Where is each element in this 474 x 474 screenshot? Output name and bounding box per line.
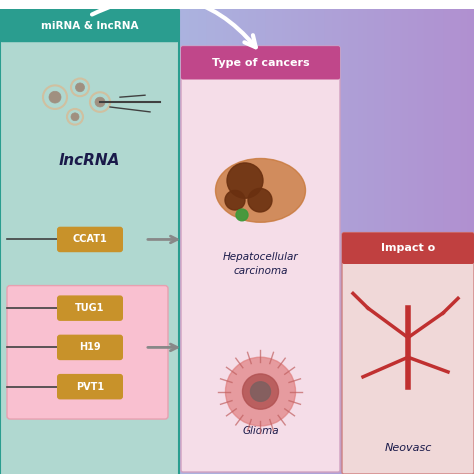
Text: H19: H19 — [79, 342, 101, 352]
Text: Neovasc: Neovasc — [384, 444, 432, 454]
Text: lncRNA: lncRNA — [59, 154, 120, 168]
Circle shape — [236, 209, 248, 221]
FancyBboxPatch shape — [7, 285, 168, 419]
FancyBboxPatch shape — [342, 233, 474, 474]
Text: CCAT1: CCAT1 — [73, 235, 108, 245]
Text: miRNA & lncRNA: miRNA & lncRNA — [41, 20, 138, 30]
FancyBboxPatch shape — [57, 295, 123, 321]
Text: Hepatocellular
carcinoma: Hepatocellular carcinoma — [223, 252, 298, 275]
FancyBboxPatch shape — [57, 335, 123, 360]
Text: Glioma: Glioma — [242, 426, 279, 436]
Text: Type of cancers: Type of cancers — [212, 58, 310, 68]
FancyBboxPatch shape — [342, 233, 474, 264]
FancyBboxPatch shape — [0, 9, 179, 42]
Circle shape — [250, 382, 271, 401]
FancyBboxPatch shape — [57, 227, 123, 252]
FancyBboxPatch shape — [181, 46, 340, 80]
Circle shape — [227, 163, 263, 198]
FancyBboxPatch shape — [181, 46, 340, 472]
Text: TUG1: TUG1 — [75, 303, 105, 313]
Circle shape — [71, 113, 79, 121]
Text: PVT1: PVT1 — [76, 382, 104, 392]
FancyBboxPatch shape — [57, 374, 123, 400]
Ellipse shape — [216, 158, 306, 222]
Circle shape — [49, 91, 61, 103]
Circle shape — [243, 374, 279, 409]
Text: Impact o: Impact o — [381, 243, 435, 253]
Circle shape — [225, 191, 245, 210]
Circle shape — [95, 97, 105, 107]
Circle shape — [75, 83, 84, 92]
FancyBboxPatch shape — [0, 9, 179, 474]
Circle shape — [226, 357, 295, 426]
Circle shape — [248, 189, 272, 212]
